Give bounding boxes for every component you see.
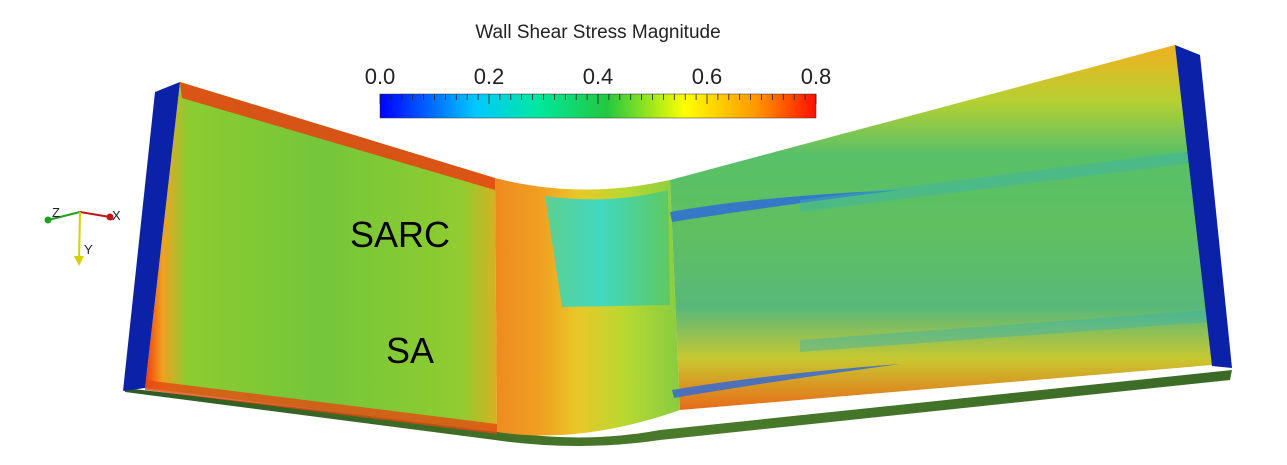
bottom-edge bbox=[125, 370, 1232, 446]
colorbar-tick-4: 0.8 bbox=[800, 64, 832, 89]
colorbar-title: Wall Shear Stress Magnitude bbox=[475, 22, 721, 43]
left-end-cap bbox=[123, 82, 180, 391]
upper-cyan-band bbox=[800, 150, 1200, 212]
sarc-label: SARC bbox=[350, 214, 451, 255]
lower-cyan-band bbox=[800, 310, 1210, 352]
left-top-rim bbox=[180, 82, 495, 190]
colorbar-tick-3: 0.6 bbox=[691, 64, 723, 89]
axis-z-label: Z bbox=[52, 205, 60, 220]
axis-y-label: Y bbox=[84, 242, 93, 257]
colorbar-tick-0: 0.0 bbox=[364, 64, 396, 89]
right-section-surface bbox=[670, 45, 1212, 410]
colorbar-tick-1: 0.2 bbox=[473, 64, 505, 89]
throat-sarc-patch bbox=[545, 190, 670, 307]
axis-x-label: X bbox=[112, 208, 121, 223]
orientation-axes-widget bbox=[44, 211, 114, 266]
colorbar-tick-2: 0.4 bbox=[582, 64, 614, 89]
colorbar-ticks bbox=[379, 94, 817, 104]
left-section-surface bbox=[145, 82, 497, 432]
sa-label: SA bbox=[386, 330, 435, 371]
left-bottom-rim bbox=[145, 380, 497, 434]
right-end-cap bbox=[1175, 45, 1232, 368]
upper-separation-streak bbox=[670, 190, 900, 222]
